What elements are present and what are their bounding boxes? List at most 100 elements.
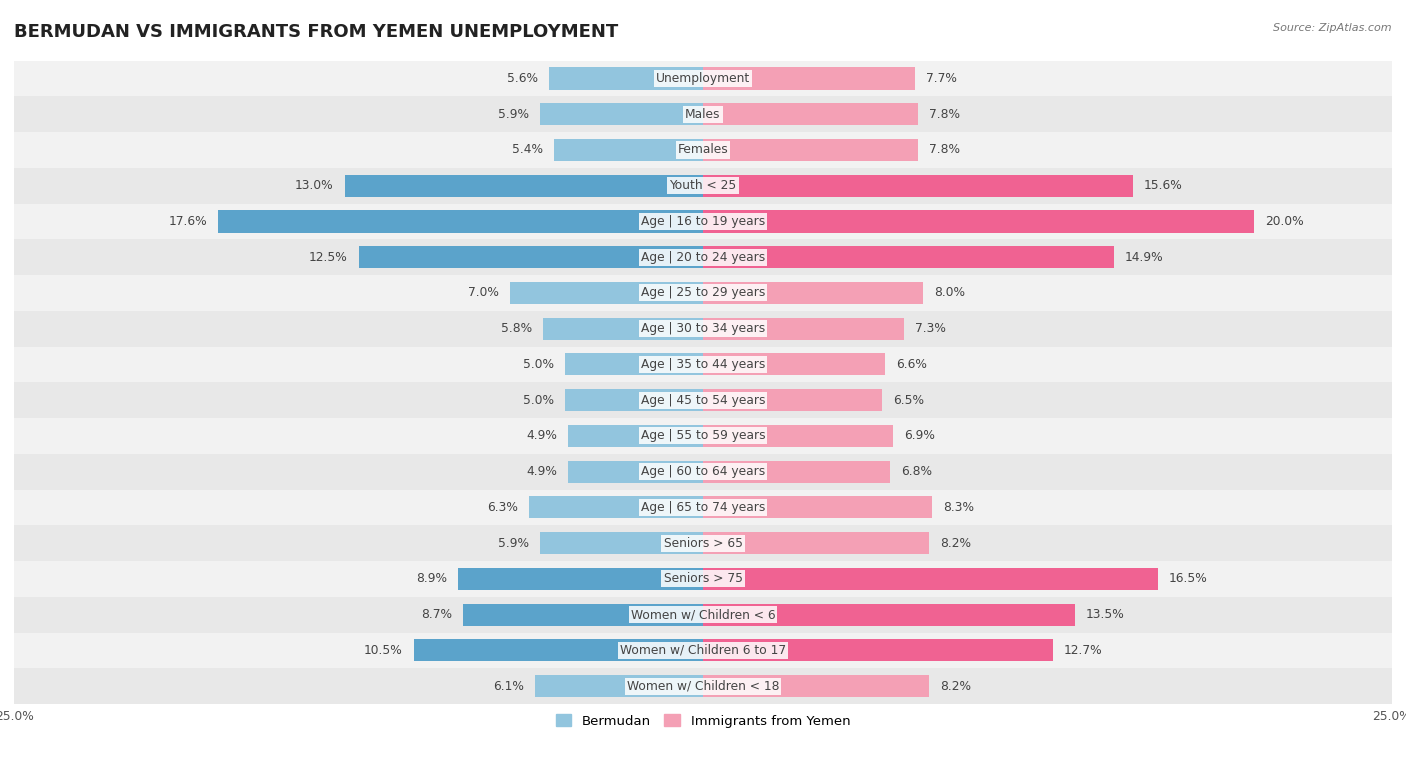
Bar [218, 210, 703, 232]
Bar [548, 67, 703, 89]
Text: 7.8%: 7.8% [929, 143, 960, 157]
Text: 7.0%: 7.0% [468, 286, 499, 300]
Bar [14, 239, 1392, 275]
Text: Age | 16 to 19 years: Age | 16 to 19 years [641, 215, 765, 228]
Text: Women w/ Children < 6: Women w/ Children < 6 [631, 608, 775, 621]
Text: Seniors > 65: Seniors > 65 [664, 537, 742, 550]
Text: Age | 65 to 74 years: Age | 65 to 74 years [641, 501, 765, 514]
Bar [703, 532, 929, 554]
Text: 6.3%: 6.3% [488, 501, 519, 514]
Bar [14, 453, 1392, 490]
Text: 10.5%: 10.5% [364, 644, 402, 657]
Text: 4.9%: 4.9% [526, 429, 557, 442]
Bar [359, 246, 703, 268]
Bar [703, 640, 1053, 662]
Text: Youth < 25: Youth < 25 [669, 179, 737, 192]
Bar [568, 425, 703, 447]
Bar [543, 318, 703, 340]
Bar [565, 389, 703, 411]
Text: Source: ZipAtlas.com: Source: ZipAtlas.com [1274, 23, 1392, 33]
Bar [565, 354, 703, 375]
Text: Age | 45 to 54 years: Age | 45 to 54 years [641, 394, 765, 407]
Bar [554, 139, 703, 161]
Bar [14, 204, 1392, 239]
Bar [14, 490, 1392, 525]
Bar [703, 318, 904, 340]
Text: 13.5%: 13.5% [1085, 608, 1125, 621]
Text: Females: Females [678, 143, 728, 157]
Text: 12.7%: 12.7% [1064, 644, 1102, 657]
Bar [703, 139, 918, 161]
Bar [14, 597, 1392, 633]
Text: Age | 20 to 24 years: Age | 20 to 24 years [641, 251, 765, 263]
Text: 6.9%: 6.9% [904, 429, 935, 442]
Text: 13.0%: 13.0% [295, 179, 333, 192]
Bar [703, 67, 915, 89]
Bar [703, 103, 918, 125]
Bar [703, 354, 884, 375]
Text: 8.3%: 8.3% [943, 501, 974, 514]
Text: 15.6%: 15.6% [1144, 179, 1182, 192]
Text: Women w/ Children 6 to 17: Women w/ Children 6 to 17 [620, 644, 786, 657]
Text: Age | 25 to 29 years: Age | 25 to 29 years [641, 286, 765, 300]
Bar [458, 568, 703, 590]
Bar [14, 347, 1392, 382]
Bar [14, 561, 1392, 597]
Text: 14.9%: 14.9% [1125, 251, 1163, 263]
Bar [14, 132, 1392, 168]
Bar [14, 668, 1392, 704]
Bar [530, 497, 703, 519]
Text: 5.4%: 5.4% [512, 143, 543, 157]
Text: 8.7%: 8.7% [422, 608, 453, 621]
Bar [703, 603, 1076, 626]
Bar [703, 246, 1114, 268]
Bar [703, 282, 924, 304]
Text: 6.5%: 6.5% [893, 394, 924, 407]
Bar [14, 311, 1392, 347]
Text: 5.6%: 5.6% [506, 72, 537, 85]
Bar [703, 425, 893, 447]
Bar [510, 282, 703, 304]
Bar [703, 568, 1157, 590]
Bar [14, 168, 1392, 204]
Text: 4.9%: 4.9% [526, 465, 557, 478]
Text: 5.8%: 5.8% [501, 322, 531, 335]
Text: 8.2%: 8.2% [941, 680, 972, 693]
Text: 5.0%: 5.0% [523, 358, 554, 371]
Bar [14, 96, 1392, 132]
Text: 7.8%: 7.8% [929, 107, 960, 120]
Text: 6.8%: 6.8% [901, 465, 932, 478]
Text: Age | 30 to 34 years: Age | 30 to 34 years [641, 322, 765, 335]
Bar [703, 497, 932, 519]
Bar [703, 460, 890, 483]
Text: 8.0%: 8.0% [935, 286, 966, 300]
Text: 7.3%: 7.3% [915, 322, 946, 335]
Bar [463, 603, 703, 626]
Text: BERMUDAN VS IMMIGRANTS FROM YEMEN UNEMPLOYMENT: BERMUDAN VS IMMIGRANTS FROM YEMEN UNEMPL… [14, 23, 619, 41]
Legend: Bermudan, Immigrants from Yemen: Bermudan, Immigrants from Yemen [550, 709, 856, 733]
Text: 8.9%: 8.9% [416, 572, 447, 585]
Bar [540, 103, 703, 125]
Bar [703, 389, 882, 411]
Text: Age | 35 to 44 years: Age | 35 to 44 years [641, 358, 765, 371]
Text: 20.0%: 20.0% [1265, 215, 1303, 228]
Bar [344, 175, 703, 197]
Bar [14, 633, 1392, 668]
Text: 5.0%: 5.0% [523, 394, 554, 407]
Text: 16.5%: 16.5% [1168, 572, 1208, 585]
Text: 5.9%: 5.9% [498, 537, 530, 550]
Bar [703, 675, 929, 697]
Bar [14, 275, 1392, 311]
Bar [14, 525, 1392, 561]
Text: Seniors > 75: Seniors > 75 [664, 572, 742, 585]
Text: 7.7%: 7.7% [927, 72, 957, 85]
Text: 8.2%: 8.2% [941, 537, 972, 550]
Bar [413, 640, 703, 662]
Text: 12.5%: 12.5% [309, 251, 347, 263]
Text: 17.6%: 17.6% [169, 215, 207, 228]
Bar [14, 418, 1392, 453]
Bar [703, 210, 1254, 232]
Bar [534, 675, 703, 697]
Text: 5.9%: 5.9% [498, 107, 530, 120]
Text: Age | 60 to 64 years: Age | 60 to 64 years [641, 465, 765, 478]
